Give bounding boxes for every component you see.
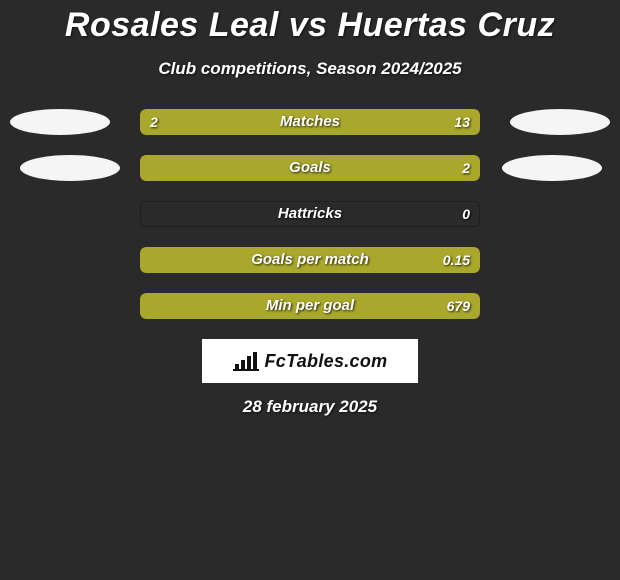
stat-rows: 213Matches 2Goals 0Hattricks 0.15Goals per … — [140, 109, 480, 319]
player-right-oval-1 — [510, 109, 610, 135]
stat-row: 0.15Goals per match — [140, 247, 480, 273]
stat-row: 679Min per goal — [140, 293, 480, 319]
comparison-card: Rosales Leal vs Huertas Cruz Club compet… — [0, 0, 620, 580]
stat-row: 2Goals — [140, 155, 480, 181]
stat-row: 213Matches — [140, 109, 480, 135]
page-title: Rosales Leal vs Huertas Cruz — [0, 6, 620, 45]
stat-label: Min per goal — [140, 293, 480, 319]
stats-area: 213Matches 2Goals 0Hattricks 0.15Goals per … — [0, 109, 620, 319]
stat-label: Goals per match — [140, 247, 480, 273]
stat-label: Matches — [140, 109, 480, 135]
player-left-oval-2 — [20, 155, 120, 181]
stat-label: Goals — [140, 155, 480, 181]
bar-chart-icon — [233, 350, 259, 372]
player-right-oval-2 — [502, 155, 602, 181]
brand-text: FcTables.com — [265, 351, 388, 372]
stat-row: 0Hattricks — [140, 201, 480, 227]
subtitle: Club competitions, Season 2024/2025 — [0, 59, 620, 79]
brand-badge: FcTables.com — [202, 339, 418, 383]
stat-label: Hattricks — [140, 201, 480, 227]
date-text: 28 february 2025 — [0, 397, 620, 417]
player-left-oval-1 — [10, 109, 110, 135]
